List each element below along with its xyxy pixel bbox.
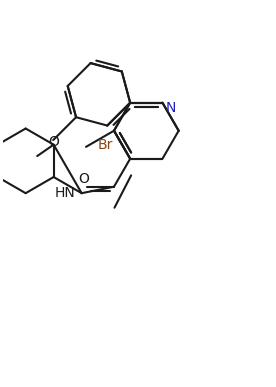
Text: N: N [165,101,176,115]
Text: Br: Br [98,138,113,152]
Text: O: O [48,135,59,149]
Text: O: O [78,172,89,186]
Text: HN: HN [55,186,76,200]
